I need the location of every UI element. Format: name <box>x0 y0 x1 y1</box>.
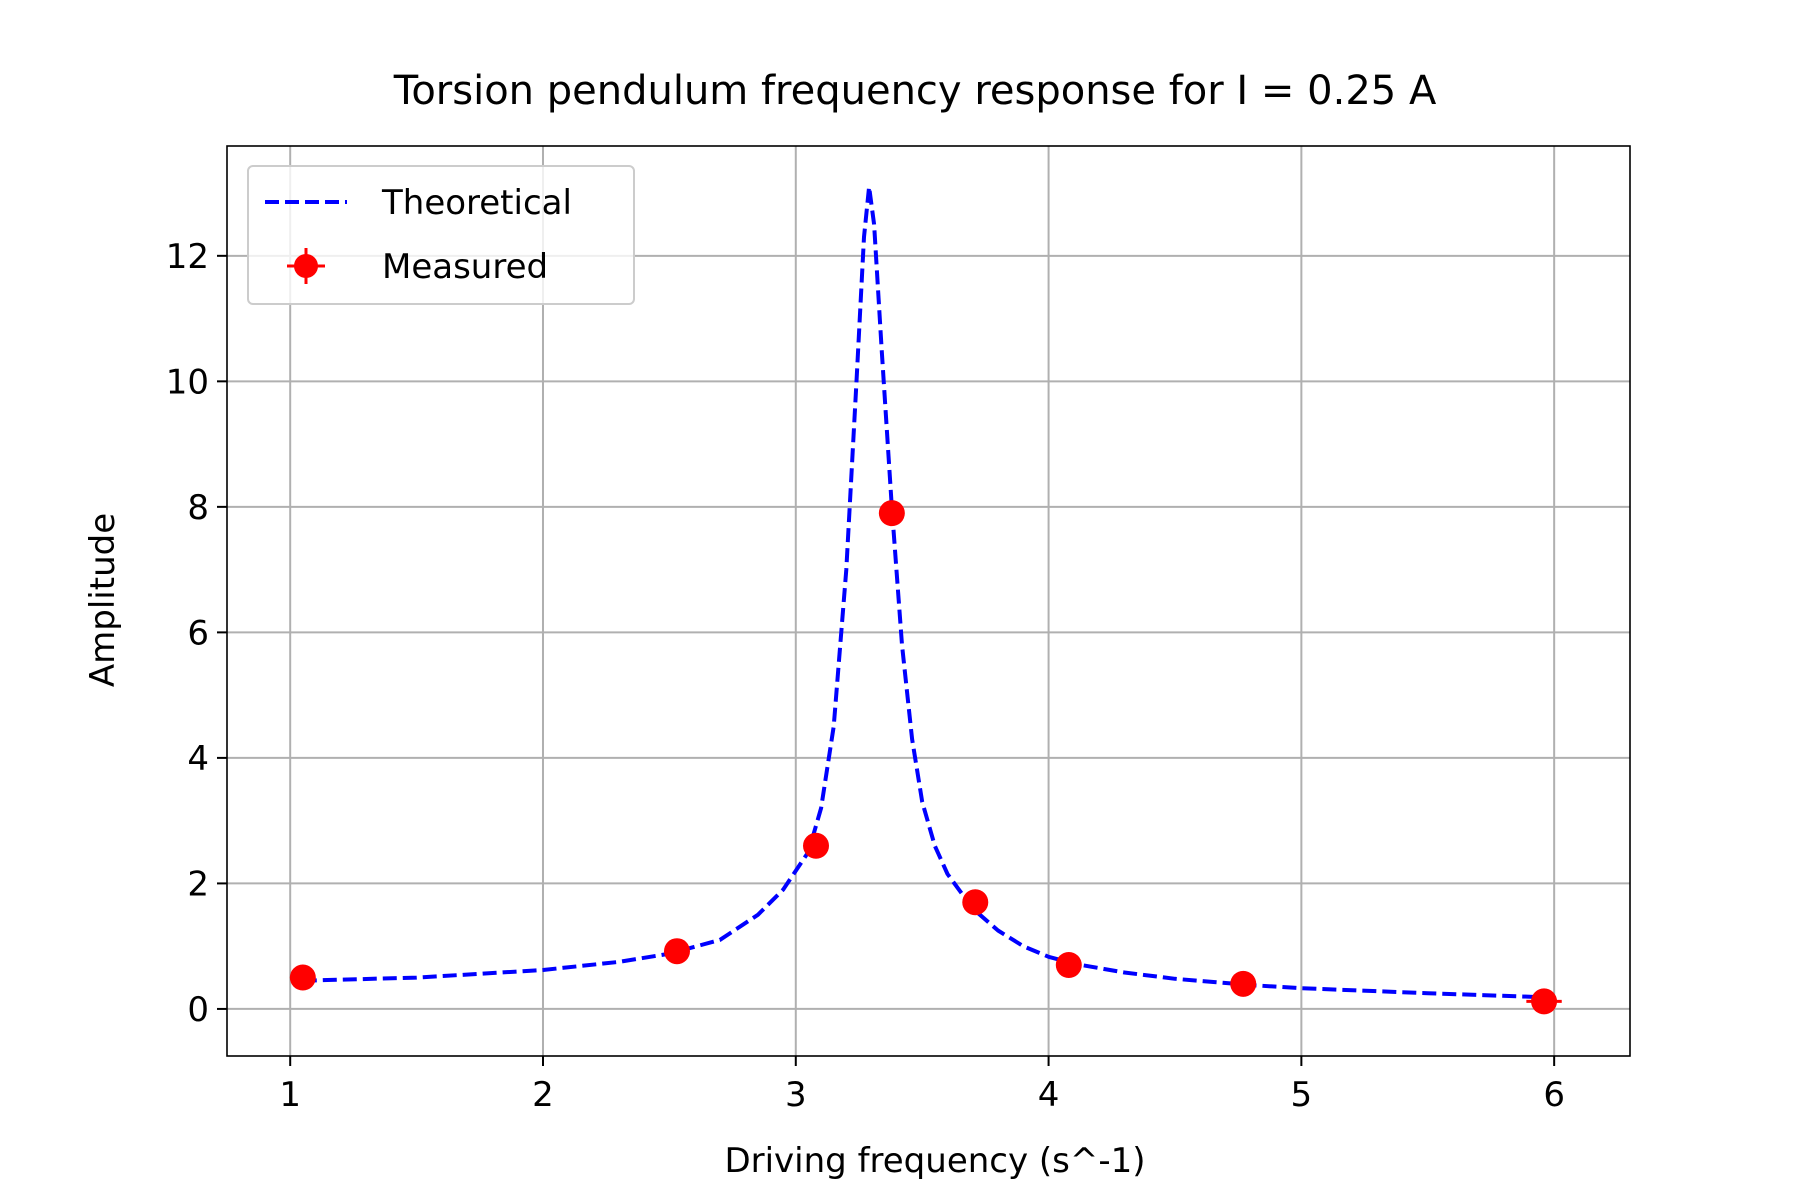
legend-theoretical-label: Theoretical <box>381 183 572 223</box>
y-tick-label: 4 <box>187 739 209 779</box>
x-tick-label: 6 <box>1543 1075 1565 1115</box>
y-tick-label: 2 <box>187 864 209 904</box>
plot-series <box>289 184 1562 1015</box>
y-axis-label: Amplitude <box>83 513 123 687</box>
y-tick-label: 6 <box>187 613 209 653</box>
y-tick-label: 0 <box>187 990 209 1030</box>
measured-point <box>1055 952 1082 978</box>
legend-measured-label: Measured <box>382 247 548 287</box>
axes-frame <box>226 145 1631 1057</box>
x-axis-label: Driving frequency (s^-1) <box>724 1141 1145 1181</box>
measured-point <box>289 964 316 991</box>
measured-point <box>663 938 690 965</box>
measured-point <box>803 832 830 859</box>
measured-point <box>962 889 989 916</box>
y-tick-label: 8 <box>187 488 209 528</box>
x-tick-label: 3 <box>785 1075 807 1115</box>
x-tick-label: 5 <box>1291 1075 1313 1115</box>
measured-point <box>1230 970 1257 997</box>
x-tick-label: 1 <box>279 1075 301 1115</box>
x-tick-label: 4 <box>1038 1075 1060 1115</box>
grid <box>227 146 1630 1056</box>
measured-point <box>1531 988 1558 1015</box>
measured-point <box>878 500 905 527</box>
x-tick-label: 2 <box>532 1075 554 1115</box>
theoretical-curve <box>302 184 1555 1000</box>
legend: Theoretical Measured <box>247 165 635 305</box>
legend-frame <box>247 165 635 305</box>
chart-title: Torsion pendulum frequency response for … <box>393 68 1437 114</box>
legend-measured-marker <box>294 254 318 278</box>
y-tick-label: 10 <box>166 362 209 402</box>
y-tick-label: 12 <box>166 237 209 277</box>
